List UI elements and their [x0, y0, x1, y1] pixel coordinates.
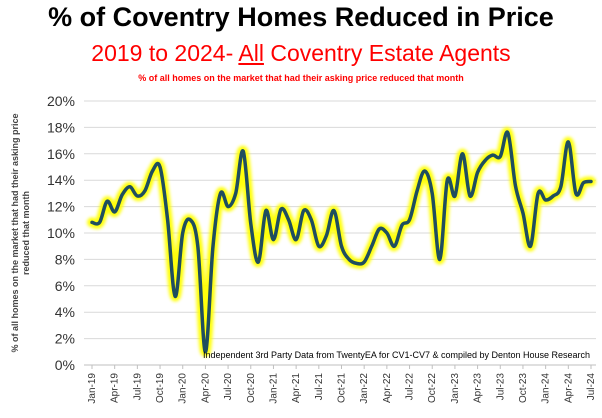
x-tick-label: Apr-24 — [563, 373, 574, 403]
x-tick-label: Jul-23 — [495, 373, 506, 401]
chart-subtitle: 2019 to 2024- All Coventry Estate Agents — [0, 40, 602, 67]
y-axis-ticks: 0% 2% 4% 6% 8% 10% 12% 14% 16% 18% 20% — [47, 93, 75, 373]
y-tick-label: 10% — [47, 225, 75, 241]
x-tick-label: Jan-24 — [541, 373, 552, 404]
y-tick-label: 16% — [47, 146, 75, 162]
y-tick-label: 14% — [47, 172, 75, 188]
y-tick-label: 0% — [55, 357, 75, 373]
x-tick-label: Oct-19 — [155, 373, 166, 403]
y-tick-label: 20% — [47, 93, 75, 109]
y-tick-label: 12% — [47, 199, 75, 215]
x-tick-label: Oct-22 — [427, 373, 438, 403]
x-tick-label: Jan-22 — [359, 373, 370, 404]
chart-note: % of all homes on the market that had th… — [138, 73, 464, 83]
y-tick-label: 6% — [55, 278, 75, 294]
series — [87, 127, 596, 357]
x-axis: Jan-19 Apr-19 Jul-19 Oct-19 Jan-20 Apr-20 Jul-… — [84, 364, 597, 404]
series-line — [90, 130, 593, 354]
subtitle-pre: 2019 to 2024- — [91, 40, 239, 66]
y-tick-label: 4% — [55, 304, 75, 320]
x-tick-label: Jan-19 — [87, 373, 98, 404]
x-tick-label: Oct-21 — [337, 373, 348, 403]
y-tick-label: 8% — [55, 251, 75, 267]
y-tick-label: 18% — [47, 119, 75, 135]
x-tick-label: Jul-20 — [223, 373, 234, 401]
subtitle-emphasis: All — [238, 40, 264, 66]
x-tick-label: Jan-21 — [268, 373, 279, 404]
x-tick-label: Apr-21 — [291, 373, 302, 403]
x-tick-label: Jul-22 — [405, 373, 416, 401]
x-tick-label: Apr-23 — [473, 373, 484, 403]
x-tick-label: Apr-19 — [110, 373, 121, 403]
chart-title: % of Coventry Homes Reduced in Price — [48, 2, 554, 32]
x-tick-label: Jul-21 — [314, 373, 325, 401]
x-tick-label: Oct-20 — [246, 373, 257, 403]
x-tick-label: Oct-23 — [518, 373, 529, 403]
x-tick-label: Jan-20 — [178, 373, 189, 404]
x-tick-label: Jul-19 — [132, 373, 143, 401]
x-tick-label: Apr-20 — [200, 373, 211, 403]
source-annotation: Independent 3rd Party Data from TwentyEA… — [203, 350, 590, 360]
x-tick-label: Apr-22 — [382, 373, 393, 403]
y-tick-label: 2% — [55, 331, 75, 347]
x-tick-label: Jul-24 — [586, 373, 597, 401]
subtitle-post: Coventry Estate Agents — [263, 40, 511, 66]
x-tick-label: Jan-23 — [450, 373, 461, 404]
